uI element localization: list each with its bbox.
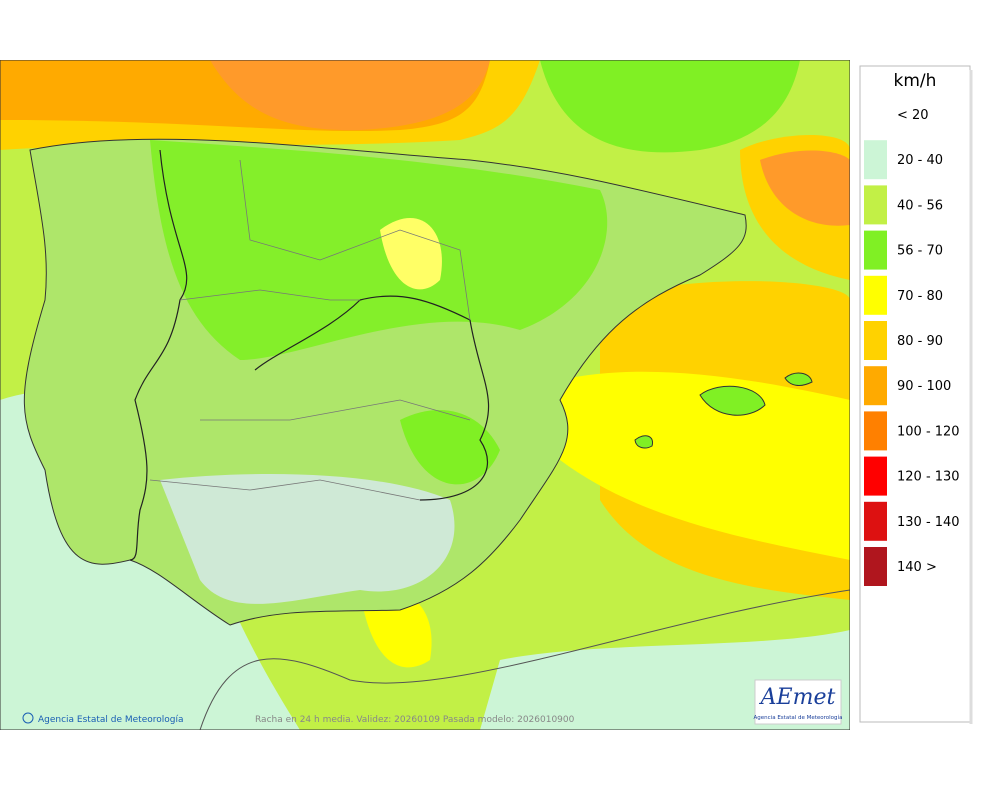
legend-label: 120 - 130 [897, 470, 960, 485]
logo-subtitle: Agencia Estatal de Meteorología [754, 714, 843, 721]
logo-box [754, 679, 842, 725]
logo: AEmet [759, 685, 836, 710]
legend-label: 90 - 100 [897, 379, 951, 394]
wind-zone [150, 140, 608, 360]
legend-label: 20 - 40 [897, 153, 943, 168]
wind-zone [210, 60, 490, 131]
coast [199, 589, 850, 730]
wind-zone [380, 218, 442, 290]
credit: Agencia Estatal de Meteorología [38, 715, 184, 725]
borders [129, 149, 490, 561]
copyright-icon [22, 712, 34, 724]
wind-zone [400, 410, 500, 485]
legend-swatch [864, 140, 887, 180]
wind-zone [760, 150, 850, 226]
legend-label: 70 - 80 [897, 289, 943, 304]
legend-label: 56 - 70 [897, 244, 943, 259]
wind-zone [160, 474, 455, 604]
legend-label: < 20 [897, 108, 929, 123]
legend-label: 80 - 90 [897, 334, 943, 349]
wind-zone [560, 371, 850, 560]
legend-swatch [864, 501, 887, 541]
legend-title: km/h [894, 71, 937, 91]
legend-swatch [864, 411, 887, 451]
provinces [149, 159, 471, 501]
wind-zone [540, 60, 800, 153]
legend-swatch [864, 547, 887, 586]
legend-swatch [864, 321, 887, 360]
legend-label: 130 - 140 [897, 515, 960, 530]
map [0, 60, 850, 730]
legend-swatch [864, 456, 887, 496]
island [634, 435, 654, 449]
caption: Racha en 24 h media. Validez: 20260109 P… [255, 715, 575, 725]
legend-label: 100 - 120 [897, 424, 960, 439]
island [784, 372, 813, 386]
legend-items: < 20 20 - 40 40 - 56 56 - 70 70 - 80 80 - 90 9… [864, 108, 960, 586]
legend-label: 140 > [897, 560, 937, 575]
legend-swatch [864, 230, 887, 270]
legend-swatch [864, 275, 887, 315]
legend-label: 40 - 56 [897, 198, 943, 213]
legend-swatch [864, 185, 887, 225]
legend-swatch [864, 366, 887, 406]
island [699, 385, 766, 416]
